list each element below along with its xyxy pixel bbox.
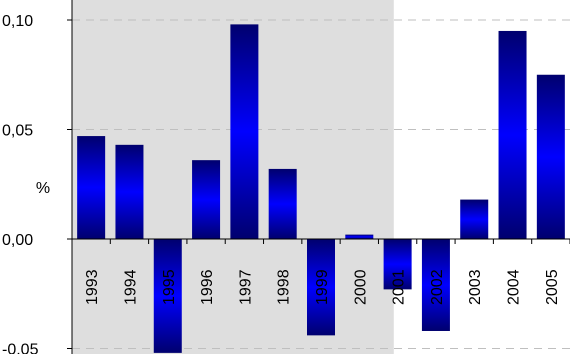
y-tick-label: 0,10 bbox=[2, 13, 33, 30]
x-ticks: 1993 1994 1995 1996 1997 1998 1999 2000 2001 2002… bbox=[71, 239, 570, 305]
x-tick-label-2003: 2003 bbox=[467, 269, 484, 305]
x-tick-label-2001: 2001 bbox=[391, 269, 408, 305]
x-tick-label-2002: 2002 bbox=[429, 269, 446, 305]
x-tick-label-1999: 1999 bbox=[314, 269, 331, 305]
bar-1998 bbox=[268, 168, 297, 239]
bars bbox=[77, 24, 565, 353]
bar-2004 bbox=[498, 30, 527, 240]
y-tick-label: -0,05 bbox=[2, 342, 39, 354]
y-tick-label: 0,05 bbox=[2, 123, 33, 140]
y-tick-label: 0,00 bbox=[2, 232, 33, 249]
x-tick-label-2004: 2004 bbox=[506, 269, 523, 305]
bar-1997 bbox=[230, 24, 259, 239]
bar-2001 bbox=[383, 239, 412, 290]
bar-1993 bbox=[77, 136, 106, 239]
bar-2003 bbox=[460, 199, 489, 239]
x-tick-label-1993: 1993 bbox=[84, 269, 101, 305]
x-tick-label-1997: 1997 bbox=[237, 269, 254, 305]
bar-1994 bbox=[115, 144, 144, 239]
x-tick-label-2005: 2005 bbox=[544, 269, 561, 305]
bar-1995 bbox=[153, 239, 182, 353]
bar-1999 bbox=[307, 239, 335, 336]
x-tick-label-1998: 1998 bbox=[276, 269, 293, 305]
bar-2000 bbox=[345, 234, 374, 239]
x-tick-label-2000: 2000 bbox=[352, 269, 369, 305]
bar-1996 bbox=[192, 160, 221, 239]
y-axis-label: % bbox=[36, 180, 50, 197]
y-ticks: -0,05 0,00 0,05 0,10 bbox=[2, 13, 72, 354]
x-tick-label-1996: 1996 bbox=[199, 269, 216, 305]
bar-2002 bbox=[421, 239, 450, 331]
bar-2005 bbox=[536, 74, 565, 239]
x-tick-label-1994: 1994 bbox=[122, 269, 139, 305]
x-tick-label-1995: 1995 bbox=[161, 269, 178, 305]
